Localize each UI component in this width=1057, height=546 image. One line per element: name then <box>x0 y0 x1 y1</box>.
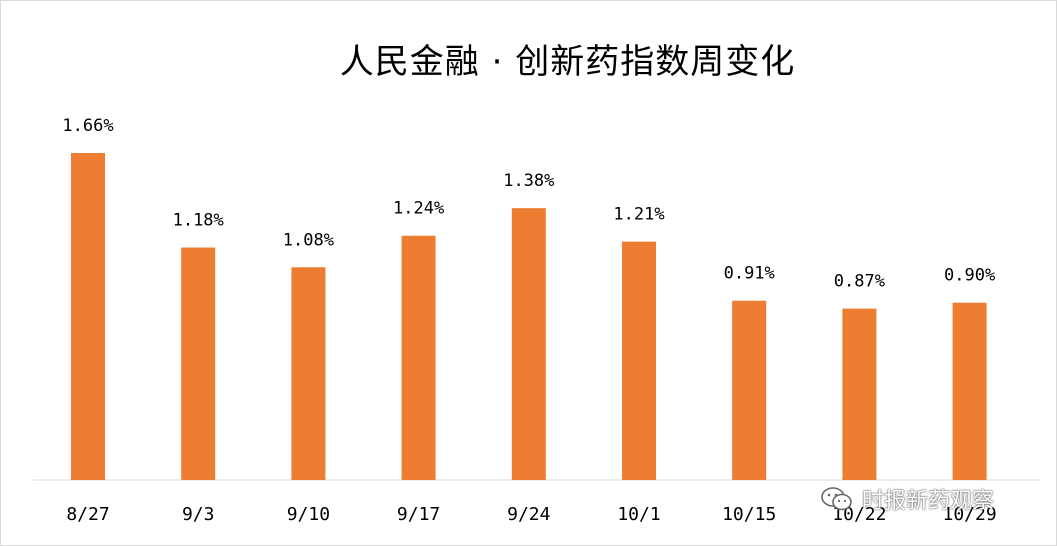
category-label: 10/1 <box>617 504 660 525</box>
wechat-icon <box>821 487 852 511</box>
bar-9/3 <box>181 247 216 480</box>
watermark-text: 时报新药观察 <box>862 489 995 514</box>
watermark: 时报新药观察 <box>820 484 994 514</box>
value-label: 1.38% <box>503 171 554 191</box>
category-label: 8/27 <box>66 504 109 525</box>
value-label: 0.87% <box>834 272 885 292</box>
category-label: 10/15 <box>722 504 776 525</box>
value-label: 1.21% <box>613 205 664 225</box>
bar-10/1 <box>622 241 656 480</box>
bar-9/24 <box>511 208 546 481</box>
value-label: 1.66% <box>62 116 113 136</box>
category-labels-group: 8/27 9/3 9/10 9/17 9/24 10/1 10/15 10/22 10/29 <box>66 504 996 525</box>
value-label: 0.90% <box>944 266 995 286</box>
chart-title: 人民金融 · 创新药指数周变化 <box>339 42 796 82</box>
value-label: 1.24% <box>393 199 444 219</box>
bar-9/17 <box>401 235 436 480</box>
bar-8/27 <box>71 153 105 480</box>
bars-group <box>71 153 987 481</box>
category-label: 9/17 <box>397 504 440 525</box>
bar-9/10 <box>291 267 326 480</box>
category-label: 9/24 <box>507 504 550 525</box>
value-label: 1.18% <box>173 211 224 231</box>
bar-10/29 <box>952 302 987 480</box>
bar-10/15 <box>732 300 767 480</box>
category-label: 10/29 <box>943 504 997 525</box>
value-label: 1.08% <box>283 230 334 250</box>
category-label: 9/10 <box>287 504 330 525</box>
value-labels-group: 1.66% 1.18% 1.08% 1.24% 1.38% 1.21% 0.91% 0.87%… <box>62 116 995 292</box>
bar-10/22 <box>842 308 877 480</box>
value-label: 0.91% <box>724 264 775 284</box>
category-label: 9/3 <box>182 504 215 525</box>
